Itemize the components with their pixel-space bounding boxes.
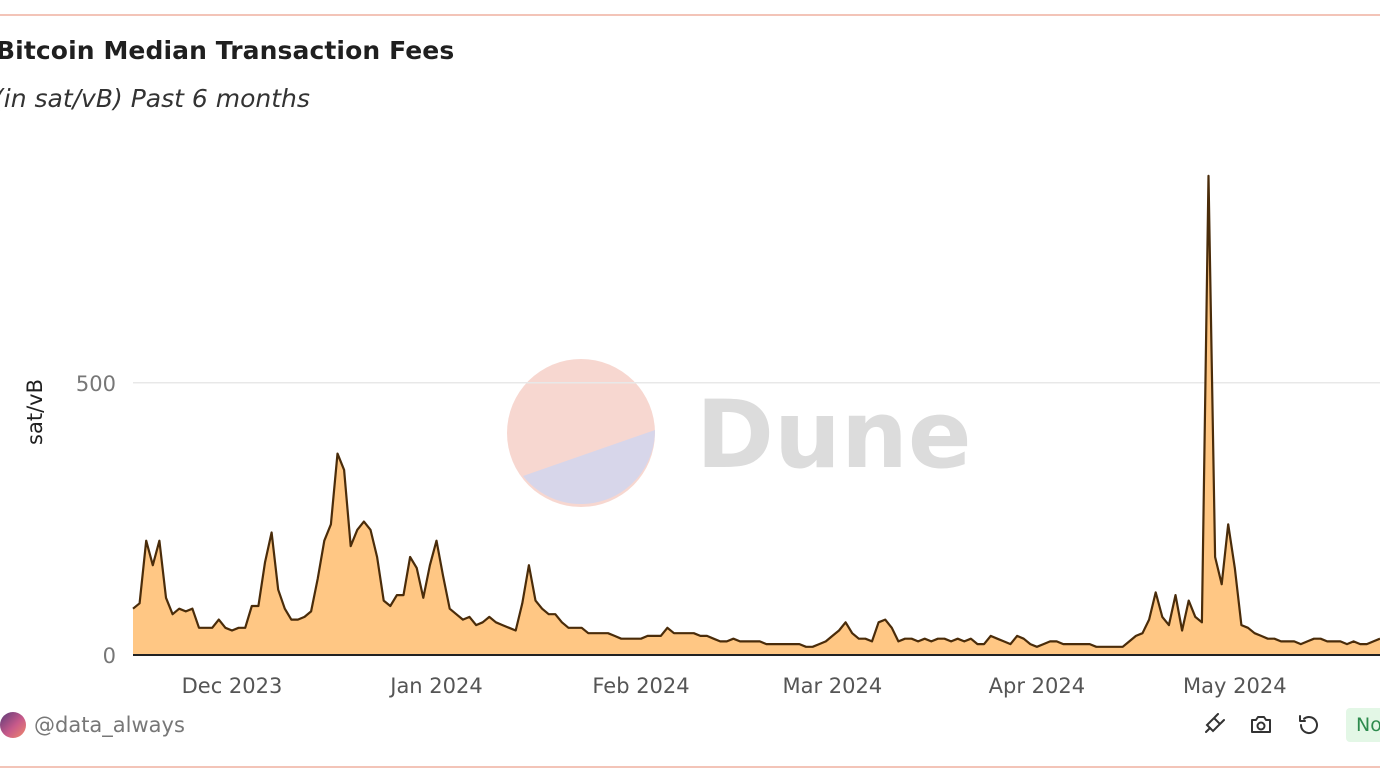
dune-watermark: Dune <box>507 359 972 507</box>
status-badge[interactable]: No <box>1346 708 1380 742</box>
x-tick-label: Jan 2024 <box>388 674 483 698</box>
x-tick-label: Apr 2024 <box>989 674 1085 698</box>
x-axis-ticks: Dec 2023 Jan 2024 Feb 2024 Mar 2024 Apr 2024… <box>182 674 1287 698</box>
author-tag[interactable]: @data_always <box>0 710 185 740</box>
chart-toolbar: No <box>1200 708 1380 742</box>
bottom-border <box>0 766 1380 768</box>
y-axis-ticks: 0 500 <box>76 372 116 668</box>
top-border <box>0 14 1380 16</box>
y-tick-label: 500 <box>76 372 116 396</box>
y-tick-label: 0 <box>103 644 116 668</box>
series-line <box>132 174 1380 648</box>
x-tick-label: Mar 2024 <box>783 674 883 698</box>
x-tick-label: Dec 2023 <box>182 674 283 698</box>
dune-logo-segment <box>523 430 655 505</box>
refresh-icon[interactable] <box>1296 712 1322 738</box>
x-tick-label: May 2024 <box>1183 674 1287 698</box>
camera-icon[interactable] <box>1248 712 1274 738</box>
author-name: @data_always <box>34 713 185 737</box>
x-tick-label: Feb 2024 <box>592 674 689 698</box>
chart-title: Bitcoin Median Transaction Fees <box>0 36 455 65</box>
y-axis-label: sat/vB <box>23 379 47 445</box>
dune-watermark-text: Dune <box>696 381 972 490</box>
chart-subtitle: (in sat/vB) Past 6 months <box>0 84 310 113</box>
avatar <box>0 712 26 738</box>
chart-settings-icon[interactable] <box>1200 712 1226 738</box>
